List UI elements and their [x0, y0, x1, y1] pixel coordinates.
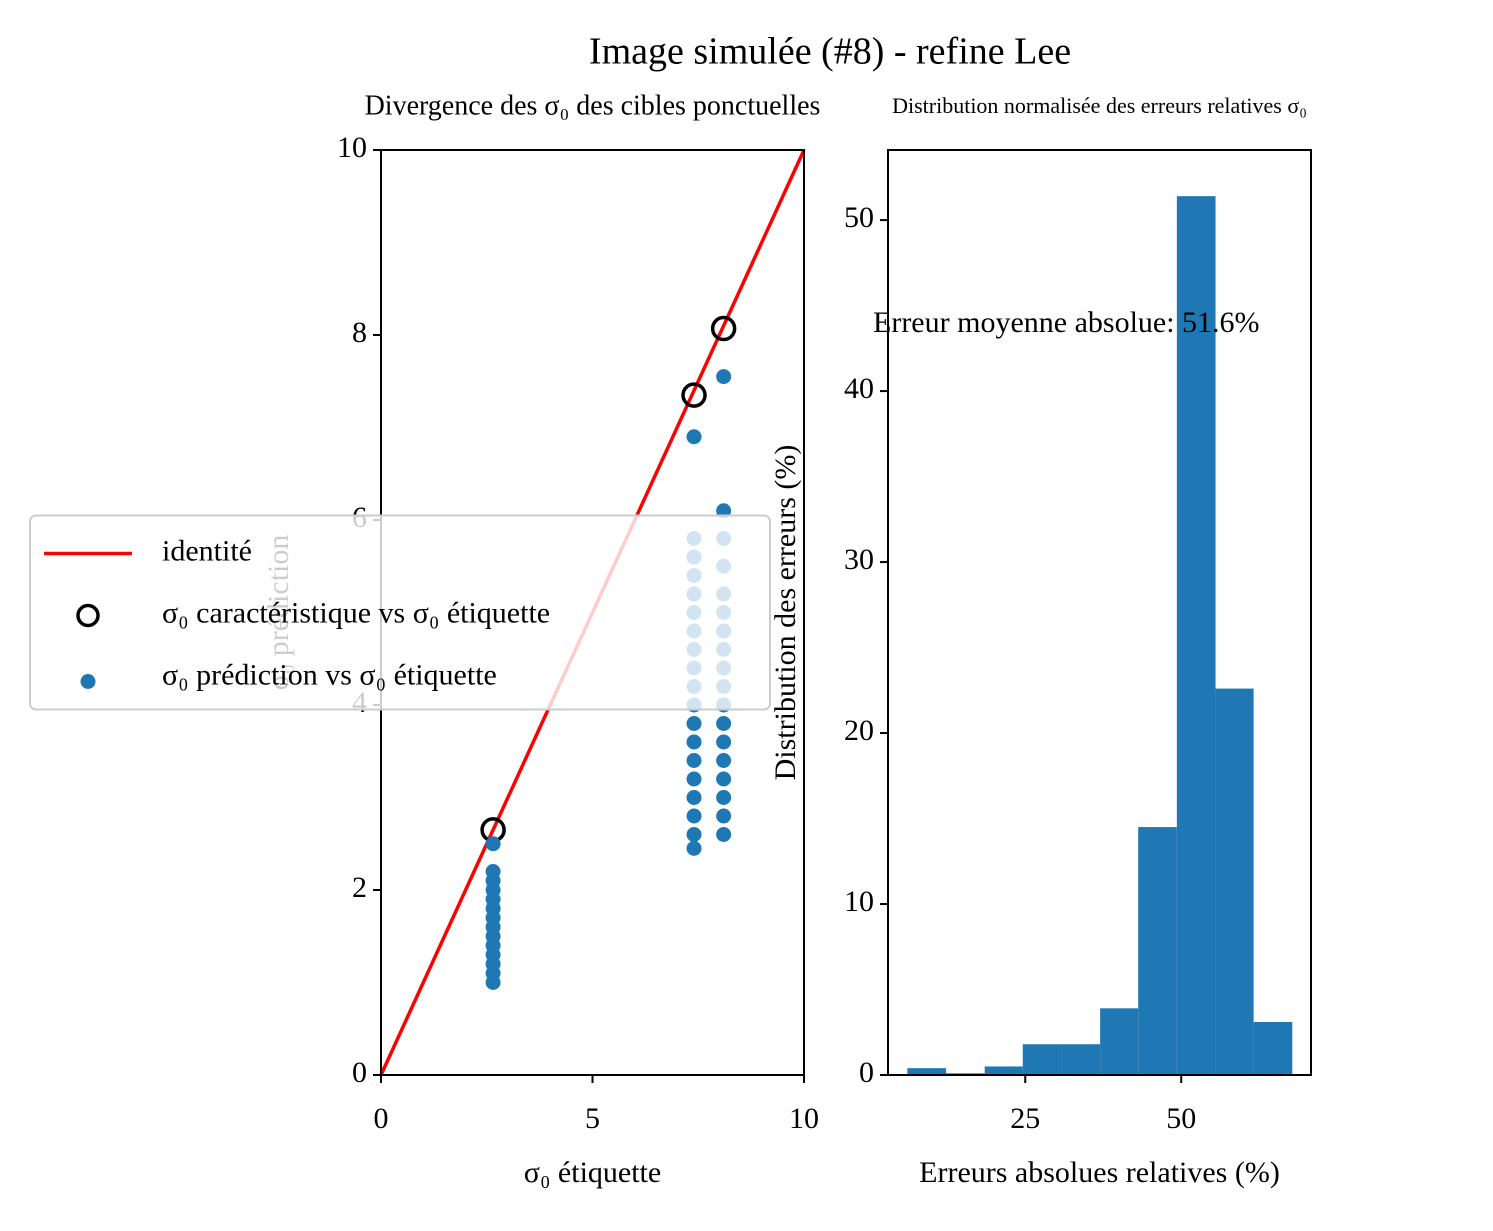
- y-tick-label: 10: [844, 885, 874, 918]
- histogram-bar: [1215, 688, 1254, 1075]
- prediction-point: [716, 808, 732, 824]
- x-axis-label: Erreurs absolues relatives (%): [919, 1156, 1280, 1189]
- prediction-point: [686, 734, 702, 750]
- prediction-point: [686, 753, 702, 768]
- legend: identité σ₀ caractéristique vs σ₀ étiquet…: [29, 514, 771, 711]
- legend-label: σ₀ caractéristique vs σ₀ étiquette: [162, 596, 550, 629]
- histogram-bar: [907, 1068, 947, 1075]
- legend-label: σ₀ prédiction vs σ₀ étiquette: [162, 658, 497, 691]
- prediction-point: [686, 771, 702, 787]
- prediction-point: [716, 827, 732, 842]
- characteristic-point: [710, 315, 737, 342]
- annotation: Erreur moyenne absolue: 51.6%: [873, 306, 1260, 339]
- prediction-point: [686, 808, 702, 824]
- y-tick-label: 0: [352, 1056, 367, 1089]
- histogram-bar: [1061, 1044, 1101, 1075]
- prediction-point: [686, 790, 702, 805]
- y-tick-label: 40: [844, 372, 874, 405]
- y-axis-label: Distribution des erreurs (%): [769, 445, 802, 781]
- x-tick-label: 50: [1166, 1102, 1196, 1135]
- histogram-bar: [1176, 196, 1216, 1076]
- axes-title: Divergence des σ₀ des cibles ponctuelles: [365, 90, 821, 121]
- x-tick-label: 25: [1010, 1102, 1040, 1135]
- prediction-point: [716, 716, 732, 731]
- y-tick-label: 8: [352, 316, 367, 349]
- y-tick-label: 10: [337, 131, 367, 164]
- x-tick-label: 10: [789, 1102, 819, 1135]
- prediction-point: [686, 716, 702, 731]
- y-tick-label: 2: [352, 871, 367, 904]
- axes-frame: [887, 149, 1312, 1076]
- prediction-point: [686, 840, 702, 856]
- y-tick-label: 50: [844, 201, 874, 234]
- prediction-point: [716, 753, 732, 768]
- legend-box: [29, 514, 771, 711]
- axes-title: Distribution normalisée des erreurs rela…: [892, 93, 1307, 118]
- histogram-bar: [1138, 827, 1177, 1075]
- characteristic-point: [681, 382, 707, 408]
- histogram-bar: [1253, 1021, 1293, 1075]
- prediction-point: [686, 827, 702, 842]
- x-tick-label: 5: [585, 1102, 600, 1135]
- x-tick-label: 0: [374, 1102, 389, 1135]
- legend-label: identité: [162, 534, 252, 567]
- legend-swatch: [80, 674, 96, 689]
- prediction-point: [485, 836, 501, 852]
- legend-swatch: [76, 603, 100, 628]
- histogram-bar: [984, 1066, 1023, 1075]
- prediction-point: [485, 975, 501, 990]
- y-tick-label: 30: [844, 543, 874, 576]
- prediction-point: [716, 734, 732, 750]
- histogram-bar: [1022, 1044, 1062, 1075]
- prediction-point: [716, 771, 732, 787]
- histogram-bar: [1100, 1008, 1139, 1075]
- figure-title: Image simulée (#8) - refine Lee: [589, 31, 1071, 73]
- prediction-point: [686, 429, 702, 445]
- prediction-point: [716, 790, 732, 805]
- prediction-point: [716, 369, 732, 385]
- y-tick-label: 20: [844, 714, 874, 747]
- y-tick-label: 0: [859, 1056, 874, 1089]
- x-axis-label: σ₀ étiquette: [524, 1156, 661, 1189]
